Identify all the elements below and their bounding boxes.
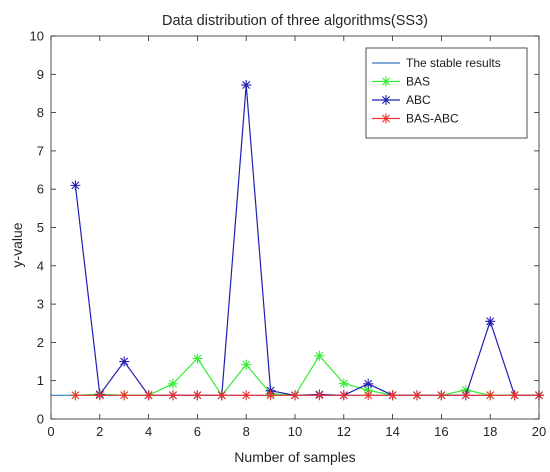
x-tick-label: 4	[145, 424, 152, 439]
data-point	[485, 390, 496, 401]
data-point	[265, 390, 276, 401]
data-point	[192, 390, 203, 401]
data-point	[509, 390, 520, 401]
x-tick-label: 10	[288, 424, 302, 439]
y-tick-label: 4	[37, 258, 44, 273]
y-tick-label: 9	[37, 67, 44, 82]
legend-marker	[381, 76, 391, 87]
data-point	[314, 350, 325, 361]
y-tick-label: 10	[30, 29, 44, 44]
y-tick-label: 5	[37, 220, 44, 235]
data-point	[412, 390, 422, 401]
y-axis-label: y-value	[9, 222, 25, 267]
legend-label: ABC	[406, 93, 431, 107]
legend-item: ABC	[372, 93, 431, 107]
x-tick-label: 12	[337, 424, 351, 439]
data-point	[485, 316, 496, 327]
x-tick-label: 20	[532, 424, 546, 439]
legend-label: The stable results	[406, 56, 501, 70]
data-point	[338, 390, 349, 401]
data-point	[290, 390, 300, 401]
legend-item: BAS	[372, 75, 430, 89]
data-point	[387, 390, 398, 401]
x-tick-label: 16	[434, 424, 448, 439]
x-tick-label: 0	[47, 424, 54, 439]
data-point	[94, 390, 105, 401]
data-point	[119, 390, 130, 401]
legend-label: BAS	[406, 75, 430, 89]
data-point	[70, 180, 81, 191]
data-point	[314, 390, 325, 401]
series-line	[75, 354, 539, 397]
data-point	[460, 390, 471, 401]
legend-label: BAS-ABC	[406, 112, 459, 126]
x-tick-label: 2	[96, 424, 103, 439]
data-point	[363, 390, 374, 401]
y-tick-label: 3	[37, 297, 44, 312]
data-point	[119, 356, 130, 367]
legend-marker	[381, 113, 391, 124]
x-axis-label: Number of samples	[234, 449, 355, 465]
legend-item: BAS-ABC	[372, 112, 459, 126]
legend-marker	[381, 95, 391, 105]
x-tick-label: 14	[385, 424, 399, 439]
x-tick-label: 18	[483, 424, 497, 439]
data-point	[70, 390, 81, 401]
legend: The stable results BAS ABC BAS-ABC	[365, 47, 528, 139]
data-point	[241, 80, 252, 91]
legend-item: The stable results	[372, 56, 501, 70]
y-tick-label: 7	[37, 143, 44, 158]
data-point	[241, 390, 252, 401]
data-point	[241, 359, 252, 370]
y-tick-label: 8	[37, 105, 44, 120]
data-point	[436, 390, 447, 401]
y-tick-label: 1	[37, 373, 44, 388]
data-point	[460, 384, 471, 395]
data-point	[338, 378, 349, 389]
series-3	[70, 390, 544, 401]
data-point	[168, 378, 178, 389]
data-point	[192, 353, 203, 364]
x-tick-label: 6	[194, 424, 201, 439]
data-point	[363, 378, 374, 389]
x-tick-label: 8	[243, 424, 250, 439]
data-point	[216, 390, 227, 401]
data-point	[168, 390, 178, 401]
y-tick-label: 0	[37, 412, 44, 427]
y-tick-label: 6	[37, 182, 44, 197]
chart-title: Data distribution of three algorithms(SS…	[162, 13, 428, 29]
data-point	[143, 390, 154, 401]
y-tick-label: 2	[37, 335, 44, 350]
